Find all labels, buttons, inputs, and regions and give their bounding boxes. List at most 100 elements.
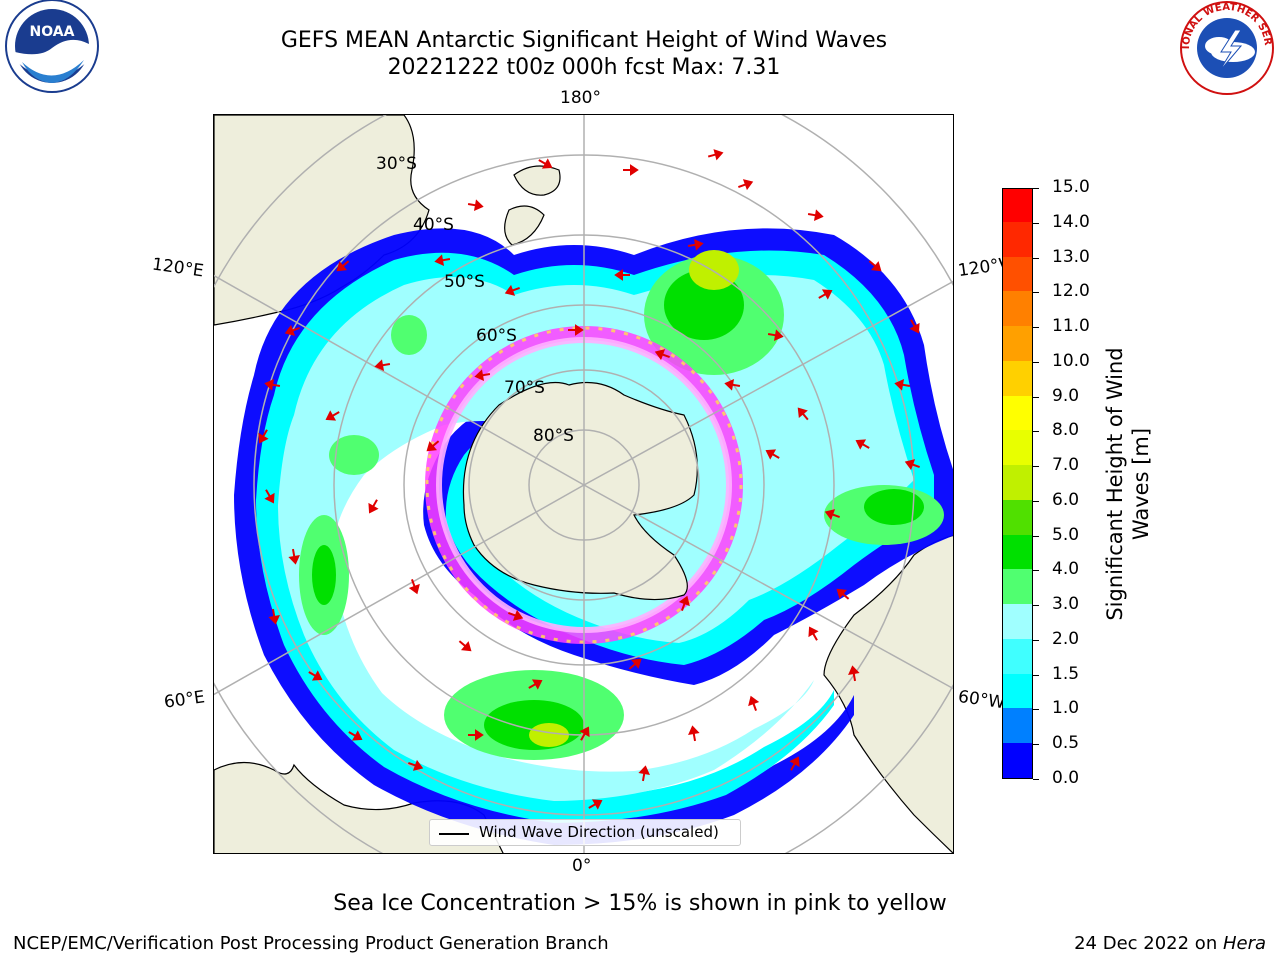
wind-wave-arrow	[818, 289, 833, 300]
wind-wave-arrow	[807, 209, 824, 221]
wind-wave-arrows	[258, 149, 920, 810]
arrow-head	[351, 730, 363, 741]
arrow-head	[368, 502, 379, 514]
lat-label-50s: 50°S	[444, 272, 485, 292]
wind-wave-arrow	[458, 640, 472, 652]
wind-wave-arrow	[264, 489, 275, 504]
colorbar-tick-label: 2.0	[1052, 628, 1080, 649]
footer-date-text: 24 Dec 2022 on	[1074, 933, 1223, 954]
colorbar-segment	[1003, 499, 1032, 535]
arrow-head	[870, 261, 882, 272]
colorbar-tick	[1033, 466, 1039, 468]
colorbar-tick	[1033, 188, 1039, 189]
legend-label: Wind Wave Direction (unscaled)	[479, 823, 719, 841]
svg-text:NOAA: NOAA	[30, 24, 75, 40]
map-canvas: 30°S 40°S 50°S 60°S 70°S 80°S	[214, 115, 953, 853]
colorbar-tick-label: 4.0	[1052, 559, 1080, 580]
arrow-head	[693, 239, 704, 251]
colorbar-tick-label: 0.5	[1052, 733, 1080, 754]
wind-wave-arrow	[528, 679, 543, 690]
sea-ice-note: Sea Ice Concentration > 15% is shown in …	[333, 891, 947, 916]
wind-wave-arrow	[789, 756, 800, 771]
wind-wave-arrow	[836, 588, 850, 600]
wind-wave-arrow	[614, 269, 630, 281]
colorbar-segment	[1003, 568, 1032, 605]
wind-wave-arrow	[678, 595, 690, 611]
arrow-head	[258, 432, 269, 444]
wind-wave-arrow	[284, 324, 300, 336]
colorbar-tick-label: 7.0	[1052, 455, 1080, 476]
arrow-head	[474, 369, 485, 381]
nws-logo: NATIONAL WEATHER SERVICE	[1171, 0, 1280, 100]
footer-system: Hera	[1222, 933, 1266, 954]
arrow-head	[821, 289, 833, 300]
arrow-head	[264, 379, 275, 391]
wind-wave-arrow	[336, 260, 350, 272]
arrow-head	[848, 665, 860, 676]
arrow-head	[325, 410, 337, 421]
footer-date: 24 Dec 2022 on Hera	[1074, 933, 1266, 954]
wind-wave-arrow	[824, 509, 840, 521]
wind-wave-arrow	[909, 319, 920, 334]
colorbar-tick	[1033, 605, 1039, 607]
wind-wave-arrow	[797, 407, 809, 421]
wind-wave-arrow	[348, 730, 363, 741]
colorbar-tick	[1033, 257, 1039, 259]
arrow-head	[797, 407, 808, 419]
wind-wave-arrow	[467, 199, 484, 211]
wind-wave-arrow	[855, 439, 870, 450]
noaa-logo: NOAA	[0, 0, 105, 100]
chart-subtitle: 20221222 t00z 000h fcst Max: 7.31	[387, 55, 781, 80]
lat-label-30s: 30°S	[376, 154, 417, 174]
colorbar-tick-label: 10.0	[1052, 350, 1090, 371]
arrow-head	[773, 329, 784, 341]
colorbar-segment	[1003, 221, 1032, 257]
wind-wave-arrow	[325, 410, 340, 421]
colorbar-tick-label: 11.0	[1052, 316, 1090, 337]
arrow-head	[630, 164, 639, 176]
wind-wave-arrow	[579, 726, 590, 741]
arrow-head	[504, 284, 516, 296]
lat-labels: 30°S 40°S 50°S 60°S 70°S 80°S	[376, 154, 574, 446]
arrow-head	[336, 261, 348, 272]
arrow-head	[614, 269, 623, 281]
lon-label-0: 0°	[572, 856, 592, 876]
colorbar-tick-label: 13.0	[1052, 246, 1090, 267]
colorbar-tick-label: 14.0	[1052, 211, 1090, 232]
wind-wave-arrow	[504, 284, 520, 296]
lon-label-60w: 60°W	[956, 686, 1006, 714]
wind-wave-arrow	[308, 670, 323, 681]
wind-wave-arrow	[374, 359, 391, 371]
colorbar-segment	[1003, 290, 1032, 327]
colorbar-tick	[1033, 744, 1039, 746]
colorbar-tick	[1033, 361, 1039, 363]
colorbar-tick	[1033, 535, 1039, 537]
wind-wave-arrow	[268, 608, 280, 625]
polar-map: 30°S 40°S 50°S 60°S 70°S 80°S Wind Wave …	[213, 114, 954, 854]
arrow-head	[713, 149, 724, 161]
wind-wave-arrow	[748, 695, 760, 711]
colorbar-tick	[1033, 327, 1039, 329]
lon-label-120w: 120°W	[956, 254, 1006, 282]
arrow-head	[591, 799, 603, 810]
wind-wave-arrow	[258, 429, 269, 444]
arrow-head	[688, 725, 700, 736]
wind-wave-arrow	[474, 369, 491, 381]
colorbar-tick-label: 6.0	[1052, 489, 1080, 510]
wind-wave-arrow	[426, 440, 440, 452]
arrow-head	[638, 765, 650, 776]
wind-wave-arrow	[538, 158, 553, 169]
lat-label-60s: 60°S	[476, 326, 517, 346]
arrow-head	[512, 609, 524, 621]
arrow-head	[268, 614, 280, 625]
colorbar-tick-label: 9.0	[1052, 385, 1080, 406]
wind-wave-arrow	[638, 765, 650, 782]
wind-wave-arrow	[724, 379, 741, 391]
colorbar-segment	[1003, 673, 1032, 709]
colorbar-segment	[1003, 325, 1032, 361]
wind-wave-arrow	[508, 609, 524, 621]
arrow-head	[460, 641, 472, 652]
wind-wave-arrow	[707, 149, 724, 161]
wind-wave-arrow	[904, 459, 920, 471]
legend-line-swatch	[439, 833, 469, 835]
